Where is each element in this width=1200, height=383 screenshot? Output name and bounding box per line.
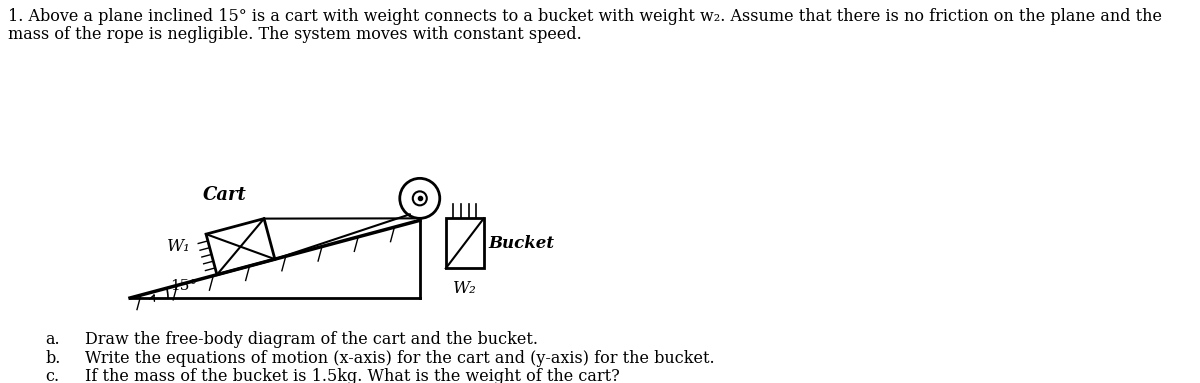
Text: b.: b. <box>46 350 60 367</box>
Text: Write the equations of motion (x-axis) for the cart and (y-axis) for the bucket.: Write the equations of motion (x-axis) f… <box>85 350 715 367</box>
Text: Cart: Cart <box>203 187 247 205</box>
Text: c.: c. <box>46 368 59 383</box>
Text: a.: a. <box>46 331 60 348</box>
Text: Draw the free-body diagram of the cart and the bucket.: Draw the free-body diagram of the cart a… <box>85 331 538 348</box>
Text: 15°: 15° <box>170 279 197 293</box>
Circle shape <box>400 178 439 218</box>
Text: W₁: W₁ <box>167 238 191 255</box>
Text: Bucket: Bucket <box>488 235 554 252</box>
Bar <box>445 218 484 268</box>
Text: 1. Above a plane inclined 15° is a cart with weight connects to a bucket with we: 1. Above a plane inclined 15° is a cart … <box>8 8 1162 25</box>
Text: W₂: W₂ <box>452 280 476 297</box>
Circle shape <box>413 192 427 205</box>
Polygon shape <box>206 219 275 275</box>
Text: mass of the rope is negligible. The system moves with constant speed.: mass of the rope is negligible. The syst… <box>8 26 582 43</box>
Text: If the mass of the bucket is 1.5kg. What is the weight of the cart?: If the mass of the bucket is 1.5kg. What… <box>85 368 619 383</box>
